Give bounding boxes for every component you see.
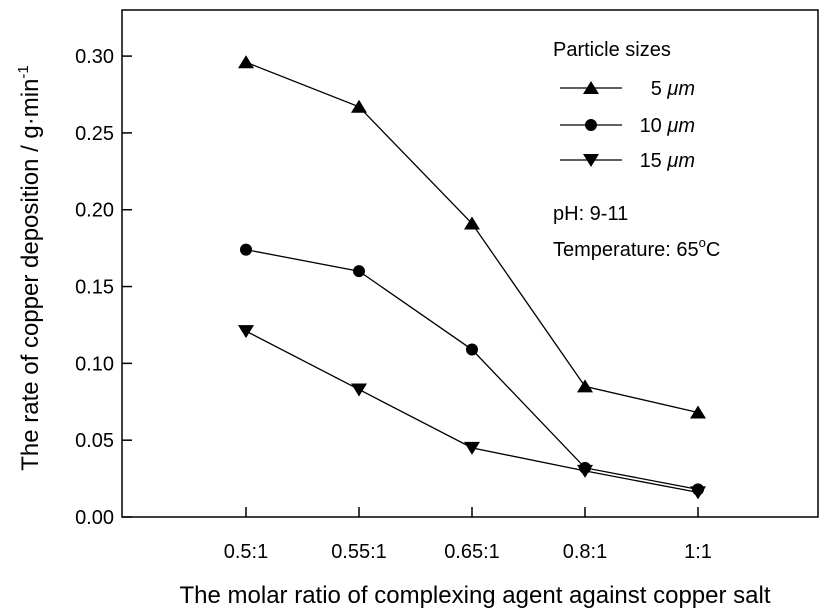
- data-point: [238, 55, 254, 69]
- x-tick-label: 1:1: [684, 541, 712, 563]
- y-axis-title: The rate of copper deposition / g·min-1: [15, 65, 44, 471]
- data-point: [577, 464, 593, 478]
- legend-entry: 15 μm: [560, 150, 695, 172]
- legend-title: Particle sizes: [553, 39, 671, 61]
- legend-marker: [585, 119, 597, 131]
- data-point: [577, 379, 593, 393]
- data-point: [464, 216, 480, 230]
- legend-label: 10 μm: [640, 115, 695, 137]
- legend-marker: [583, 154, 599, 167]
- temperature-unit: C: [706, 239, 720, 261]
- ph-annotation: pH: 9-11: [553, 203, 628, 225]
- legend-label-unit: μm: [666, 78, 695, 100]
- y-tick-label: 0.30: [75, 46, 114, 68]
- x-tick-label: 0.5:1: [224, 541, 268, 563]
- legend-label-number: 10: [640, 115, 668, 137]
- plot-frame: [121, 9, 819, 518]
- data-point: [690, 405, 706, 419]
- x-axis: 0.5:1 0.55:1 0.65:1 0.8:1 1:1: [224, 507, 712, 563]
- x-axis-title: The molar ratio of complexing agent agai…: [180, 582, 771, 609]
- legend-label-number: 5: [651, 78, 668, 100]
- y-axis: 0.00 0.05 0.10 0.15 0.20 0.25 0.30: [75, 46, 132, 529]
- legend-label: 5 μm: [651, 78, 695, 100]
- legend-marker: [583, 81, 599, 94]
- x-tick-label: 0.55:1: [331, 541, 387, 563]
- data-point: [466, 343, 478, 356]
- series-0: [238, 55, 706, 419]
- series-2: [238, 325, 706, 500]
- legend-label-unit: μm: [666, 150, 695, 172]
- y-tick-label: 0.25: [75, 123, 114, 145]
- y-tick-label: 0.00: [75, 507, 114, 529]
- legend-entry: 5 μm: [560, 78, 695, 100]
- x-tick-label: 0.8:1: [563, 541, 607, 563]
- temperature-annotation: Temperature: 65oC: [553, 235, 720, 261]
- y-tick-label: 0.20: [75, 200, 114, 222]
- series-layer: [238, 55, 706, 500]
- x-tick-label: 0.65:1: [444, 541, 500, 563]
- data-point: [351, 383, 367, 397]
- y-axis-title-superscript: -1: [15, 65, 32, 78]
- legend-label-unit: μm: [666, 115, 695, 137]
- legend-entry: 10 μm: [560, 115, 695, 137]
- y-tick-label: 0.10: [75, 353, 114, 375]
- data-point: [464, 441, 480, 455]
- temperature-degree-sign: o: [699, 235, 706, 250]
- data-point: [690, 486, 706, 500]
- y-tick-label: 0.05: [75, 430, 114, 452]
- temperature-annotation-prefix: Temperature: 65: [553, 239, 699, 261]
- data-point: [240, 243, 252, 256]
- data-point: [238, 325, 254, 339]
- y-axis-title-main: The rate of copper deposition / g·min: [17, 79, 44, 471]
- legend-label-number: 15: [640, 150, 668, 172]
- data-point: [351, 99, 367, 113]
- series-line: [245, 61, 699, 414]
- y-tick-label: 0.15: [75, 277, 114, 299]
- legend-label: 15 μm: [640, 150, 695, 172]
- series-1: [240, 243, 704, 496]
- data-point: [353, 265, 365, 278]
